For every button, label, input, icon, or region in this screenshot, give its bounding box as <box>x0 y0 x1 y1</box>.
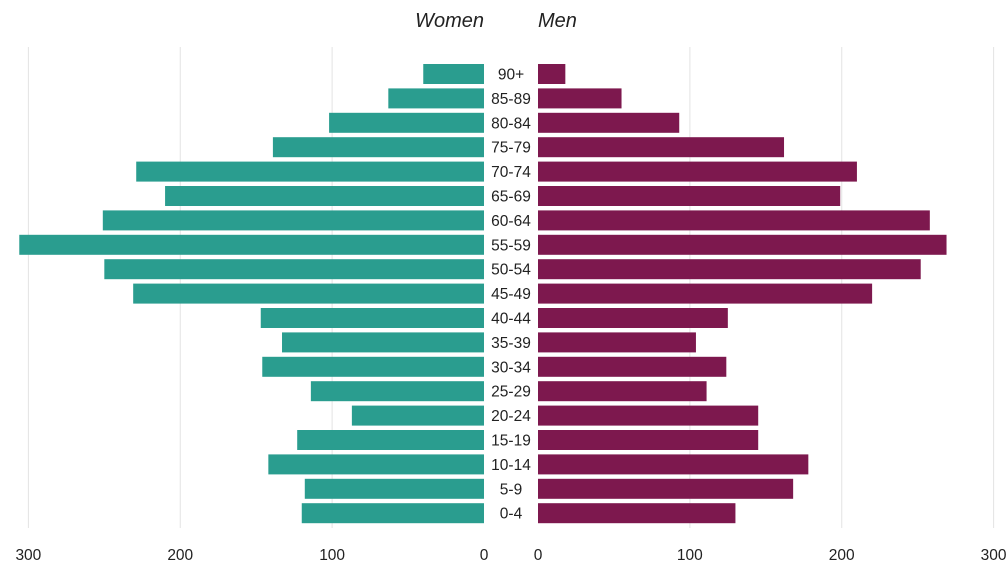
age-group-label: 50-54 <box>491 262 531 279</box>
women-bar-35-39 <box>282 332 484 353</box>
men-bar-70-74 <box>538 161 857 182</box>
x-tick-label-right: 200 <box>829 547 855 564</box>
men-bar-75-79 <box>538 137 785 158</box>
women-bar-25-29 <box>310 381 484 402</box>
women-bar-5-9 <box>304 478 484 499</box>
age-group-label: 75-79 <box>491 140 531 157</box>
age-group-label: 10-14 <box>491 457 531 474</box>
x-tick-label-right: 100 <box>677 547 703 564</box>
age-group-label: 40-44 <box>491 311 531 328</box>
women-bar-30-34 <box>262 356 484 377</box>
women-bar-55-59 <box>19 234 484 255</box>
age-group-label: 0-4 <box>500 506 523 523</box>
men-bar-60-64 <box>538 210 930 231</box>
age-group-label: 70-74 <box>491 164 531 181</box>
x-tick-label-left: 100 <box>319 547 345 564</box>
men-bar-65-69 <box>538 186 841 206</box>
women-bar-45-49 <box>133 283 484 304</box>
women-bar-15-19 <box>297 430 484 450</box>
men-bar-40-44 <box>538 308 728 328</box>
age-group-label: 30-34 <box>491 359 531 376</box>
women-side-title: Women <box>415 10 484 32</box>
men-bar-20-24 <box>538 405 759 426</box>
x-tick-label-right: 0 <box>534 547 543 564</box>
women-bar-60-64 <box>102 210 484 231</box>
men-bar-85-89 <box>538 88 622 109</box>
women-bar-20-24 <box>351 405 484 426</box>
age-group-label: 20-24 <box>491 408 531 425</box>
men-bar-35-39 <box>538 332 696 353</box>
men-bar-5-9 <box>538 478 794 499</box>
age-group-label: 15-19 <box>491 433 531 450</box>
women-bar-75-79 <box>272 137 484 158</box>
men-side-title: Men <box>538 10 577 32</box>
women-bar-80-84 <box>329 112 484 133</box>
age-group-label: 25-29 <box>491 384 531 401</box>
age-group-label: 90+ <box>498 67 524 84</box>
men-bar-45-49 <box>538 283 873 304</box>
x-tick-label-right: 300 <box>981 547 1007 564</box>
age-group-label: 65-69 <box>491 189 531 206</box>
women-bar-10-14 <box>268 454 484 475</box>
women-bar-90+ <box>423 64 484 84</box>
age-group-label: 80-84 <box>491 115 531 132</box>
women-bar-40-44 <box>260 308 484 328</box>
women-bar-70-74 <box>136 161 484 182</box>
men-bar-0-4 <box>538 503 736 524</box>
age-group-label: 45-49 <box>491 286 531 303</box>
men-bar-25-29 <box>538 381 707 402</box>
x-tick-label-left: 300 <box>15 547 41 564</box>
men-bar-80-84 <box>538 112 680 133</box>
men-bar-15-19 <box>538 430 759 450</box>
x-tick-label-left: 200 <box>167 547 193 564</box>
age-group-label: 55-59 <box>491 237 531 254</box>
men-bar-30-34 <box>538 356 727 377</box>
women-bar-50-54 <box>104 259 484 280</box>
women-bar-85-89 <box>388 88 484 109</box>
age-group-label: 60-64 <box>491 213 531 230</box>
women-bar-0-4 <box>301 503 484 524</box>
women-bar-65-69 <box>165 186 484 206</box>
age-group-label: 5-9 <box>500 481 522 498</box>
men-bar-55-59 <box>538 234 947 255</box>
x-tick-label-left: 0 <box>480 547 489 564</box>
men-bar-50-54 <box>538 259 921 280</box>
age-group-label: 35-39 <box>491 335 531 352</box>
men-bar-10-14 <box>538 454 809 475</box>
age-group-label: 85-89 <box>491 91 531 108</box>
men-bar-90+ <box>538 64 566 84</box>
